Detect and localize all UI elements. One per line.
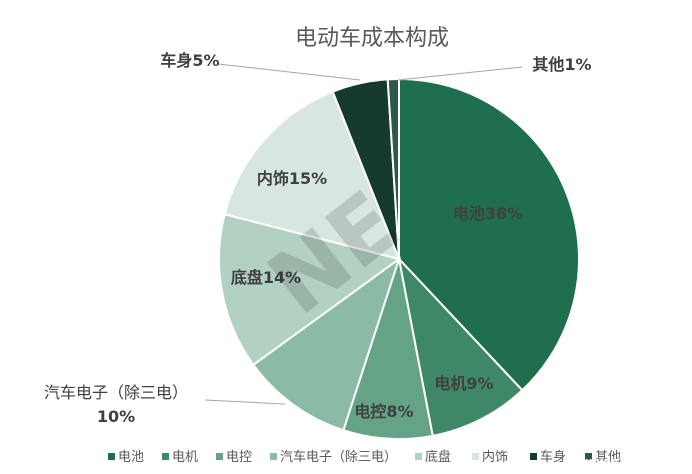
pie-slice-8 [386, 77, 400, 260]
legend-item-4: 汽车电子（除三电） [270, 449, 397, 465]
data-label-1: 电池38% [453, 204, 523, 223]
legend-item-6: 内饰 [472, 449, 508, 465]
watermark-domain: www.ne21.com [585, 455, 688, 469]
legend-label: 电机 [172, 450, 198, 465]
data-label-7: 车身5% [160, 51, 219, 70]
legend-item-8: 其他 [585, 450, 621, 465]
pie-slice-4 [251, 256, 401, 432]
data-label-6: 内饰15% [257, 169, 327, 188]
pie-slice-1 [398, 77, 580, 392]
legend-label: 电池 [118, 450, 144, 465]
data-label-3: 电控8% [354, 402, 413, 421]
chart-title: 电动车成本构成 [295, 26, 449, 51]
pie-slice-3 [342, 258, 434, 440]
legend-item-5: 底盘 [415, 449, 451, 465]
legend-swatch [415, 453, 422, 460]
data-label-2: 电机9% [434, 374, 493, 393]
legend-item-2: 电机 [162, 450, 198, 465]
legend-swatch [108, 453, 115, 460]
data-label-5: 底盘14% [231, 268, 301, 287]
legend-swatch [530, 453, 537, 460]
legend-swatch [585, 453, 592, 460]
legend-label: 电控 [226, 450, 252, 465]
legend-label: 内饰 [482, 449, 508, 465]
data-label-4: 汽车电子（除三电） 10% [44, 383, 188, 426]
legend-swatch [270, 453, 277, 460]
watermark-brand: 世纪新能源网 [556, 424, 688, 450]
pie-slice-6 [223, 90, 401, 261]
legend-swatch [162, 453, 169, 460]
leader-line-7 [217, 63, 361, 81]
legend-item-7: 车身 [530, 449, 566, 465]
legend-label: 其他 [595, 450, 621, 465]
legend-label: 车身 [540, 449, 566, 465]
leader-line-4 [204, 399, 286, 405]
pie-slice-5 [218, 213, 402, 367]
legend-label: 底盘 [425, 449, 451, 465]
pie-slice-2 [397, 255, 524, 437]
data-label-8: 其他1% [532, 55, 591, 74]
leader-line-8 [397, 66, 523, 81]
legend-label: 汽车电子（除三电） [280, 449, 397, 465]
legend-item-3: 电控 [216, 450, 252, 465]
legend-item-1: 电池 [108, 450, 144, 465]
legend-swatch [216, 453, 223, 460]
legend-swatch [472, 453, 479, 460]
